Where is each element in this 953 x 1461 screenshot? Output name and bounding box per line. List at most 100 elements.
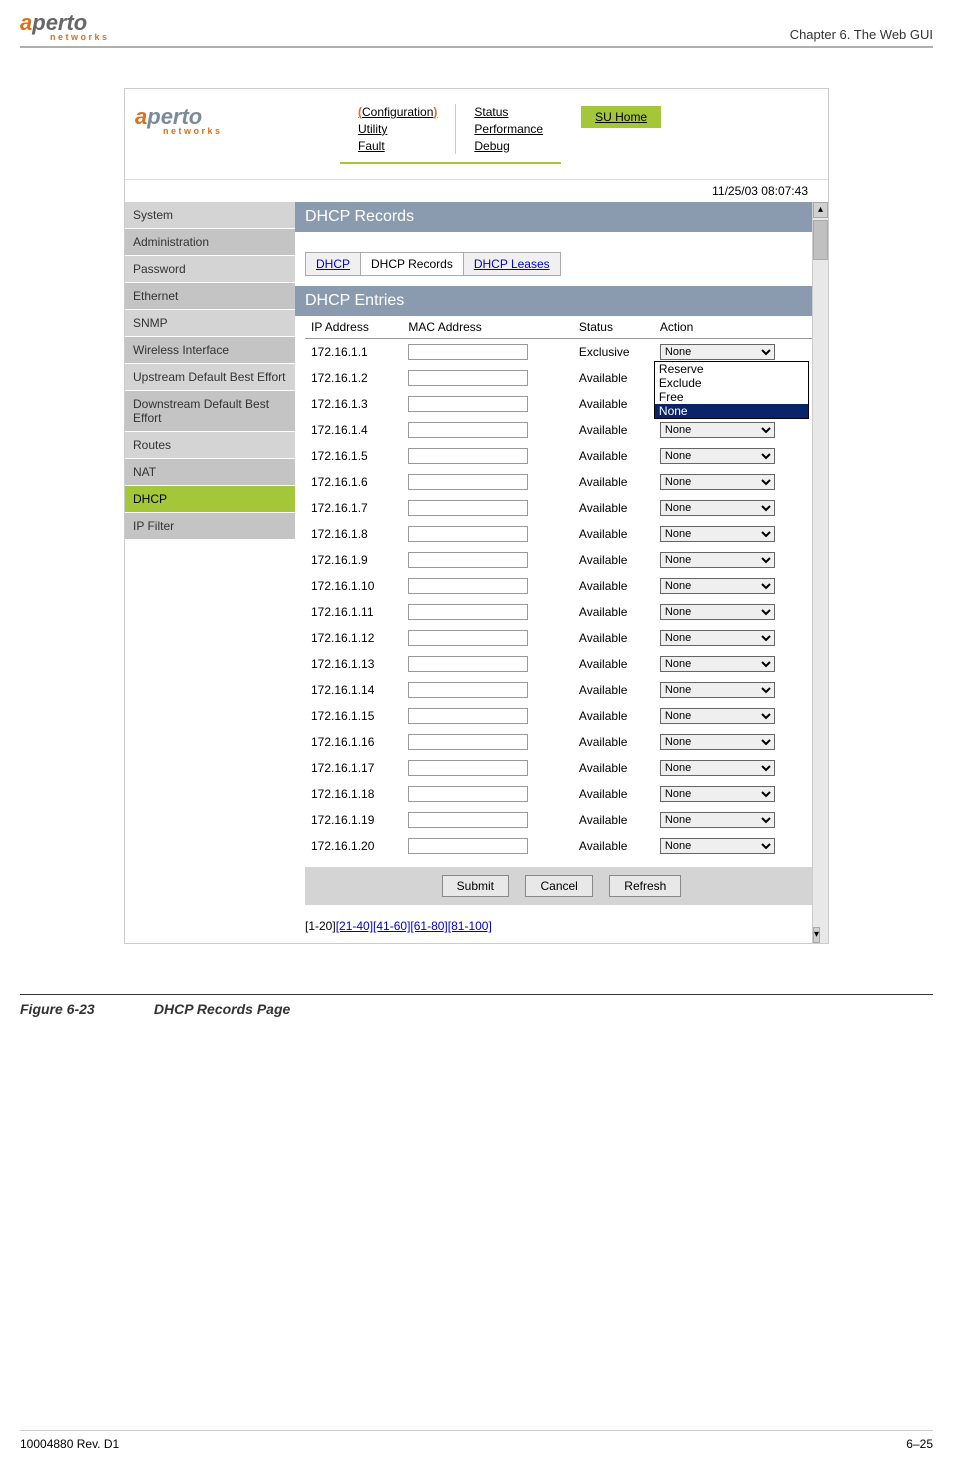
- page-link-3[interactable]: [61-80]: [410, 919, 447, 933]
- sidebar-item-ethernet[interactable]: Ethernet: [125, 283, 295, 310]
- action-cell: None: [654, 599, 818, 625]
- sidebar-item-upstream-default-best-effort[interactable]: Upstream Default Best Effort: [125, 364, 295, 391]
- sidebar-item-dhcp[interactable]: DHCP: [125, 486, 295, 513]
- mac-input[interactable]: [408, 604, 528, 620]
- footer-right: 6–25: [906, 1437, 933, 1451]
- action-select[interactable]: None: [660, 708, 775, 724]
- status-cell: Available: [573, 599, 654, 625]
- sidebar-item-routes[interactable]: Routes: [125, 432, 295, 459]
- mac-input[interactable]: [408, 344, 528, 360]
- submit-button[interactable]: Submit: [442, 875, 509, 897]
- action-select[interactable]: None: [660, 552, 775, 568]
- dropdown-option[interactable]: None: [655, 404, 808, 418]
- nav-status[interactable]: Status: [474, 104, 543, 121]
- mac-input[interactable]: [408, 786, 528, 802]
- scrollbar[interactable]: ▴ ▾: [812, 202, 828, 943]
- sidebar-item-downstream-default-best-effort[interactable]: Downstream Default Best Effort: [125, 391, 295, 432]
- action-select[interactable]: None: [660, 630, 775, 646]
- page-link-4[interactable]: [81-100]: [448, 919, 492, 933]
- sidebar-item-nat[interactable]: NAT: [125, 459, 295, 486]
- nav-utility[interactable]: Utility: [358, 121, 437, 138]
- action-select[interactable]: None: [660, 760, 775, 776]
- refresh-button[interactable]: Refresh: [609, 875, 681, 897]
- table-row: 172.16.1.20AvailableNone: [305, 833, 818, 859]
- sidebar-item-system[interactable]: System: [125, 202, 295, 229]
- action-select[interactable]: None: [660, 526, 775, 542]
- action-cell: None: [654, 729, 818, 755]
- footer-left: 10004880 Rev. D1: [20, 1437, 119, 1451]
- ip-cell: 172.16.1.14: [305, 677, 402, 703]
- action-select[interactable]: None: [660, 838, 775, 854]
- action-select[interactable]: None: [660, 474, 775, 490]
- action-cell: None: [654, 677, 818, 703]
- ip-cell: 172.16.1.12: [305, 625, 402, 651]
- mac-input[interactable]: [408, 396, 528, 412]
- tab-dhcp[interactable]: DHCP: [305, 252, 361, 276]
- mac-input[interactable]: [408, 812, 528, 828]
- action-select[interactable]: None: [660, 604, 775, 620]
- tab-dhcp-leases[interactable]: DHCP Leases: [463, 252, 561, 276]
- mac-input[interactable]: [408, 734, 528, 750]
- col-status: Status: [573, 316, 654, 339]
- mac-input[interactable]: [408, 682, 528, 698]
- ip-cell: 172.16.1.15: [305, 703, 402, 729]
- table-row: 172.16.1.4AvailableNone: [305, 417, 818, 443]
- action-select[interactable]: None: [660, 786, 775, 802]
- mac-input[interactable]: [408, 708, 528, 724]
- mac-input[interactable]: [408, 448, 528, 464]
- figure-rule: [20, 994, 933, 995]
- scroll-thumb[interactable]: [813, 220, 828, 260]
- action-select[interactable]: None: [660, 344, 775, 360]
- mac-input[interactable]: [408, 630, 528, 646]
- action-select[interactable]: None: [660, 734, 775, 750]
- sidebar-item-password[interactable]: Password: [125, 256, 295, 283]
- mac-input[interactable]: [408, 474, 528, 490]
- sidebar-item-snmp[interactable]: SNMP: [125, 310, 295, 337]
- nav-configuration[interactable]: Configuration: [358, 104, 437, 121]
- action-cell: None: [654, 651, 818, 677]
- tab-dhcp-records[interactable]: DHCP Records: [360, 252, 464, 276]
- dropdown-option[interactable]: Reserve: [655, 362, 808, 376]
- nav-fault[interactable]: Fault: [358, 138, 437, 155]
- action-cell: None: [654, 781, 818, 807]
- document-footer: 10004880 Rev. D1 6–25: [20, 1430, 933, 1451]
- mac-input[interactable]: [408, 526, 528, 542]
- mac-input[interactable]: [408, 552, 528, 568]
- dropdown-option[interactable]: Free: [655, 390, 808, 404]
- mac-cell: [402, 755, 573, 781]
- cancel-button[interactable]: Cancel: [525, 875, 592, 897]
- dropdown-option[interactable]: Exclude: [655, 376, 808, 390]
- action-select[interactable]: None: [660, 500, 775, 516]
- mac-cell: [402, 599, 573, 625]
- table-row: 172.16.1.8AvailableNone: [305, 521, 818, 547]
- action-select[interactable]: None: [660, 422, 775, 438]
- mac-input[interactable]: [408, 838, 528, 854]
- mac-input[interactable]: [408, 760, 528, 776]
- action-select[interactable]: None: [660, 448, 775, 464]
- sidebar-item-ip-filter[interactable]: IP Filter: [125, 513, 295, 540]
- mac-input[interactable]: [408, 500, 528, 516]
- action-dropdown-list[interactable]: ReserveExcludeFreeNone: [654, 361, 809, 419]
- page-link-2[interactable]: [41-60]: [373, 919, 410, 933]
- mac-input[interactable]: [408, 370, 528, 386]
- su-home-link[interactable]: SU Home: [581, 106, 661, 128]
- ip-cell: 172.16.1.18: [305, 781, 402, 807]
- action-select[interactable]: None: [660, 812, 775, 828]
- scroll-up-icon[interactable]: ▴: [813, 202, 828, 218]
- nav-performance[interactable]: Performance: [474, 121, 543, 138]
- status-cell: Available: [573, 469, 654, 495]
- action-select[interactable]: None: [660, 656, 775, 672]
- dhcp-entries-table: IP Address MAC Address Status Action 172…: [305, 316, 818, 859]
- mac-input[interactable]: [408, 422, 528, 438]
- mac-input[interactable]: [408, 656, 528, 672]
- sidebar-item-administration[interactable]: Administration: [125, 229, 295, 256]
- mac-input[interactable]: [408, 578, 528, 594]
- action-select[interactable]: None: [660, 578, 775, 594]
- nav-debug[interactable]: Debug: [474, 138, 543, 155]
- action-select[interactable]: None: [660, 682, 775, 698]
- page-link-1[interactable]: [21-40]: [336, 919, 373, 933]
- scroll-down-icon[interactable]: ▾: [813, 927, 820, 943]
- app-header: aperto n e t w o r k s Configuration Uti…: [125, 89, 828, 180]
- tabs: DHCPDHCP RecordsDHCP Leases: [305, 252, 828, 276]
- sidebar-item-wireless-interface[interactable]: Wireless Interface: [125, 337, 295, 364]
